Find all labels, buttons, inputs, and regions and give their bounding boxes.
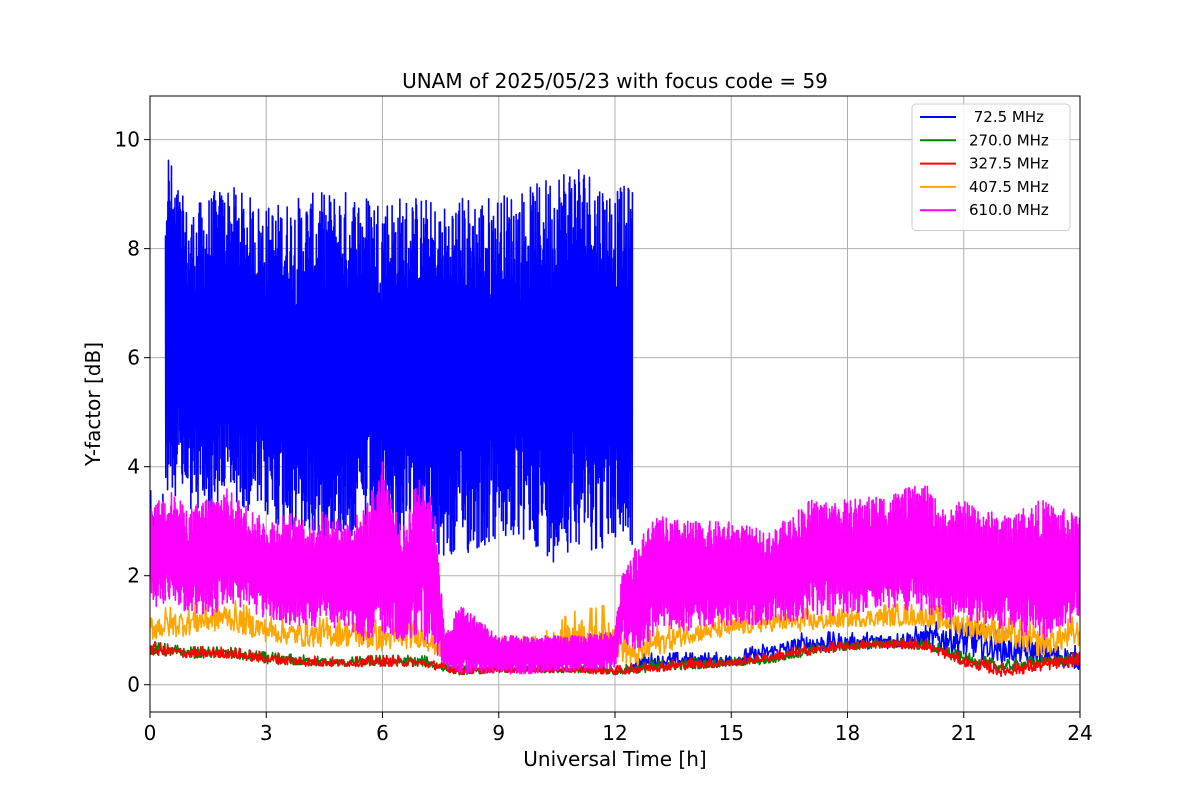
x-tick-label: 0 <box>144 721 157 745</box>
y-tick-label: 0 <box>127 673 140 697</box>
x-tick-label: 21 <box>951 721 976 745</box>
legend-label: 407.5 MHz <box>969 178 1049 196</box>
y-tick-label: 8 <box>127 237 140 261</box>
chart-title: UNAM of 2025/05/23 with focus code = 59 <box>402 69 828 93</box>
x-axis-label: Universal Time [h] <box>523 747 706 771</box>
y-tick-label: 10 <box>115 128 140 152</box>
legend-label: 72.5 MHz <box>969 108 1044 126</box>
legend-label: 327.5 MHz <box>969 155 1049 173</box>
legend-box <box>911 103 1071 231</box>
y-tick-label: 4 <box>127 455 140 479</box>
legend-label: 610.0 MHz <box>969 201 1049 219</box>
x-tick-label: 6 <box>376 721 389 745</box>
series-line <box>150 461 1080 675</box>
legend: 72.5 MHz 270.0 MHz 327.5 MHz 407.5 MHz 610.0… <box>911 103 1071 231</box>
y-axis-label: Y-factor [dB] <box>81 342 105 467</box>
x-tick-label: 18 <box>835 721 860 745</box>
x-tick-label: 9 <box>492 721 505 745</box>
x-axis: 0 3 6 9 12 15 18 21 24 <box>144 712 1093 745</box>
x-tick-label: 3 <box>260 721 273 745</box>
y-tick-label: 2 <box>127 564 140 588</box>
series-2 <box>150 638 1080 678</box>
x-tick-label: 15 <box>719 721 744 745</box>
series-4 <box>150 461 1080 675</box>
legend-label: 270.0 MHz <box>969 131 1049 149</box>
series-line <box>164 159 634 563</box>
series-line <box>150 638 1080 678</box>
x-tick-label: 24 <box>1067 721 1092 745</box>
plot-area <box>150 159 1080 678</box>
x-tick-label: 12 <box>602 721 627 745</box>
y-axis: 0 2 4 6 8 10 <box>115 128 150 697</box>
y-tick-label: 6 <box>127 346 140 370</box>
